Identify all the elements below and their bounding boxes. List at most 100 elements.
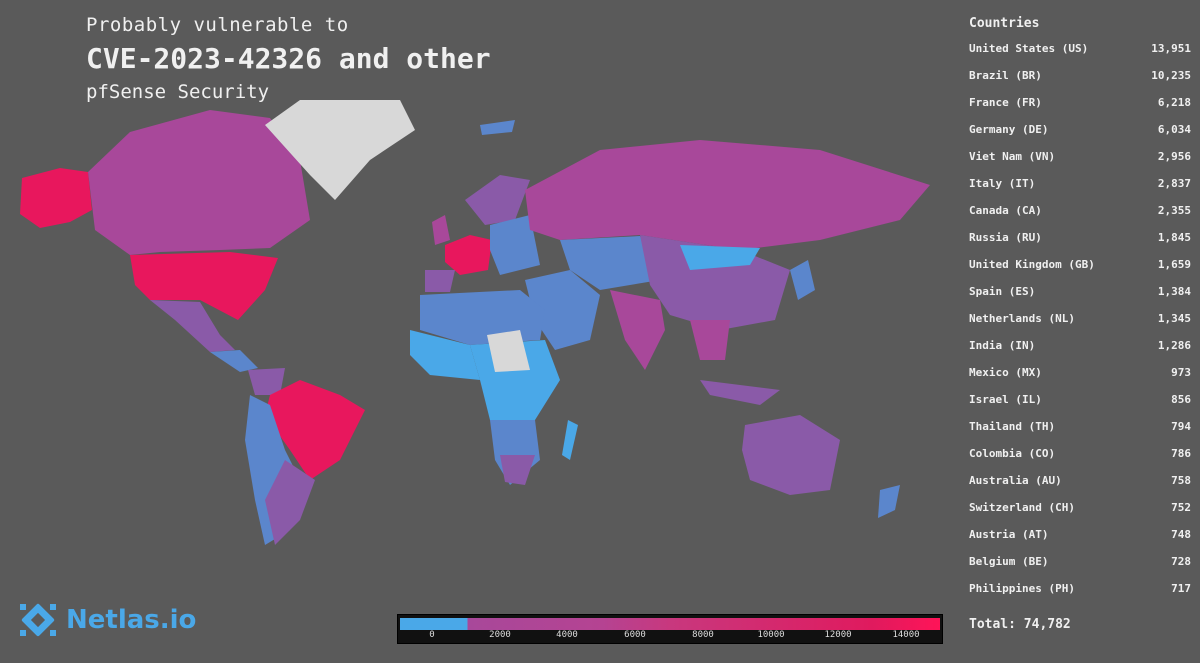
region-scandinavia <box>465 175 530 225</box>
country-value: 758 <box>1171 474 1191 487</box>
country-value: 794 <box>1171 420 1191 433</box>
country-row: Belgium (BE) 728 <box>969 554 1191 581</box>
country-name: Philippines (PH) <box>969 582 1075 595</box>
country-name: Belgium (BE) <box>969 555 1049 568</box>
netlas-logo-icon <box>20 603 56 637</box>
country-name: Mexico (MX) <box>969 366 1042 379</box>
country-name: United States (US) <box>969 42 1089 55</box>
region-eastern-europe <box>490 215 540 275</box>
country-name: India (IN) <box>969 339 1036 352</box>
region-japan <box>790 260 815 300</box>
legend-tick: 14000 <box>892 630 920 640</box>
title-line-2: CVE-2023-42326 and other <box>86 42 491 75</box>
legend-tick: 8000 <box>692 630 714 640</box>
region-southeast-asia <box>690 320 730 360</box>
country-value: 1,345 <box>1157 312 1191 325</box>
region-brazil <box>265 380 365 480</box>
region-west-africa <box>410 330 480 380</box>
country-name: Israel (IL) <box>969 393 1042 406</box>
countries-list: United States (US) 13,951 Brazil (BR) 10,2… <box>969 41 1191 608</box>
country-row: Italy (IT) 2,837 <box>969 176 1191 203</box>
total-count: Total: 74,782 <box>969 617 1071 632</box>
country-value: 1,384 <box>1157 285 1191 298</box>
country-row: Viet Nam (VN) 2,956 <box>969 149 1191 176</box>
color-legend: 0 2000 4000 6000 8000 10000 12000 14000 <box>397 614 943 644</box>
country-row: Netherlands (NL) 1,345 <box>969 311 1191 338</box>
country-name: Germany (DE) <box>969 123 1049 136</box>
country-row: Germany (DE) 6,034 <box>969 122 1191 149</box>
title-line-3: pfSense Security <box>86 81 270 103</box>
region-central-america <box>210 350 258 372</box>
country-name: Viet Nam (VN) <box>969 150 1056 163</box>
country-value: 856 <box>1171 393 1191 406</box>
region-france-germany <box>445 235 492 275</box>
region-iberia <box>425 270 455 292</box>
country-value: 10,235 <box>1151 69 1191 82</box>
country-row: Colombia (CO) 786 <box>969 446 1191 473</box>
country-value: 2,956 <box>1157 150 1191 163</box>
country-value: 1,845 <box>1157 231 1191 244</box>
country-row: Austria (AT) 748 <box>969 527 1191 554</box>
countries-header: Countries <box>969 16 1040 31</box>
country-value: 13,951 <box>1151 42 1191 55</box>
region-canada <box>88 110 310 255</box>
legend-gradient-bar <box>400 618 940 630</box>
legend-tick: 12000 <box>824 630 852 640</box>
country-value: 786 <box>1171 447 1191 460</box>
region-south-africa <box>500 455 535 485</box>
country-name: Switzerland (CH) <box>969 501 1075 514</box>
countries-panel: Countries United States (US) 13,951 Brazi… <box>969 16 1191 608</box>
country-row: Spain (ES) 1,384 <box>969 284 1191 311</box>
legend-tick: 10000 <box>757 630 785 640</box>
title-line-1: Probably vulnerable to <box>86 14 349 36</box>
region-alaska <box>20 168 92 228</box>
country-row: Israel (IL) 856 <box>969 392 1191 419</box>
region-colombia <box>248 368 285 395</box>
country-name: Canada (CA) <box>969 204 1042 217</box>
legend-tick: 6000 <box>624 630 646 640</box>
country-name: Thailand (TH) <box>969 420 1056 433</box>
legend-tick: 2000 <box>489 630 511 640</box>
legend-tick: 4000 <box>556 630 578 640</box>
country-row: India (IN) 1,286 <box>969 338 1191 365</box>
region-middle-east <box>525 270 600 350</box>
country-value: 717 <box>1171 582 1191 595</box>
country-row: Philippines (PH) 717 <box>969 581 1191 608</box>
region-new-zealand <box>878 485 900 518</box>
world-map <box>20 100 930 545</box>
country-row: Brazil (BR) 10,235 <box>969 68 1191 95</box>
region-uk <box>432 215 450 245</box>
country-name: Italy (IT) <box>969 177 1036 190</box>
region-sudan-chad <box>487 330 530 372</box>
legend-tick: 0 <box>429 630 435 640</box>
country-name: Colombia (CO) <box>969 447 1056 460</box>
country-row: United States (US) 13,951 <box>969 41 1191 68</box>
country-value: 728 <box>1171 555 1191 568</box>
region-india <box>610 290 665 370</box>
region-usa <box>130 252 278 320</box>
netlas-logo-text: Netlas.io <box>66 605 197 635</box>
region-madagascar <box>562 420 578 460</box>
country-row: United Kingdom (GB) 1,659 <box>969 257 1191 284</box>
country-row: France (FR) 6,218 <box>969 95 1191 122</box>
country-row: Thailand (TH) 794 <box>969 419 1191 446</box>
region-north-africa <box>420 290 545 345</box>
country-name: Australia (AU) <box>969 474 1062 487</box>
country-value: 1,286 <box>1157 339 1191 352</box>
country-row: Canada (CA) 2,355 <box>969 203 1191 230</box>
country-name: Netherlands (NL) <box>969 312 1075 325</box>
country-value: 2,837 <box>1157 177 1191 190</box>
country-row: Russia (RU) 1,845 <box>969 230 1191 257</box>
region-australia <box>742 415 840 495</box>
region-mongolia <box>680 245 760 270</box>
country-row: Australia (AU) 758 <box>969 473 1191 500</box>
country-value: 6,034 <box>1157 123 1191 136</box>
country-value: 973 <box>1171 366 1191 379</box>
country-name: Austria (AT) <box>969 528 1049 541</box>
region-svalbard <box>480 120 515 135</box>
region-indonesia <box>700 380 780 405</box>
country-row: Switzerland (CH) 752 <box>969 500 1191 527</box>
country-value: 748 <box>1171 528 1191 541</box>
netlas-logo: Netlas.io <box>18 600 196 640</box>
region-mexico <box>150 300 235 352</box>
